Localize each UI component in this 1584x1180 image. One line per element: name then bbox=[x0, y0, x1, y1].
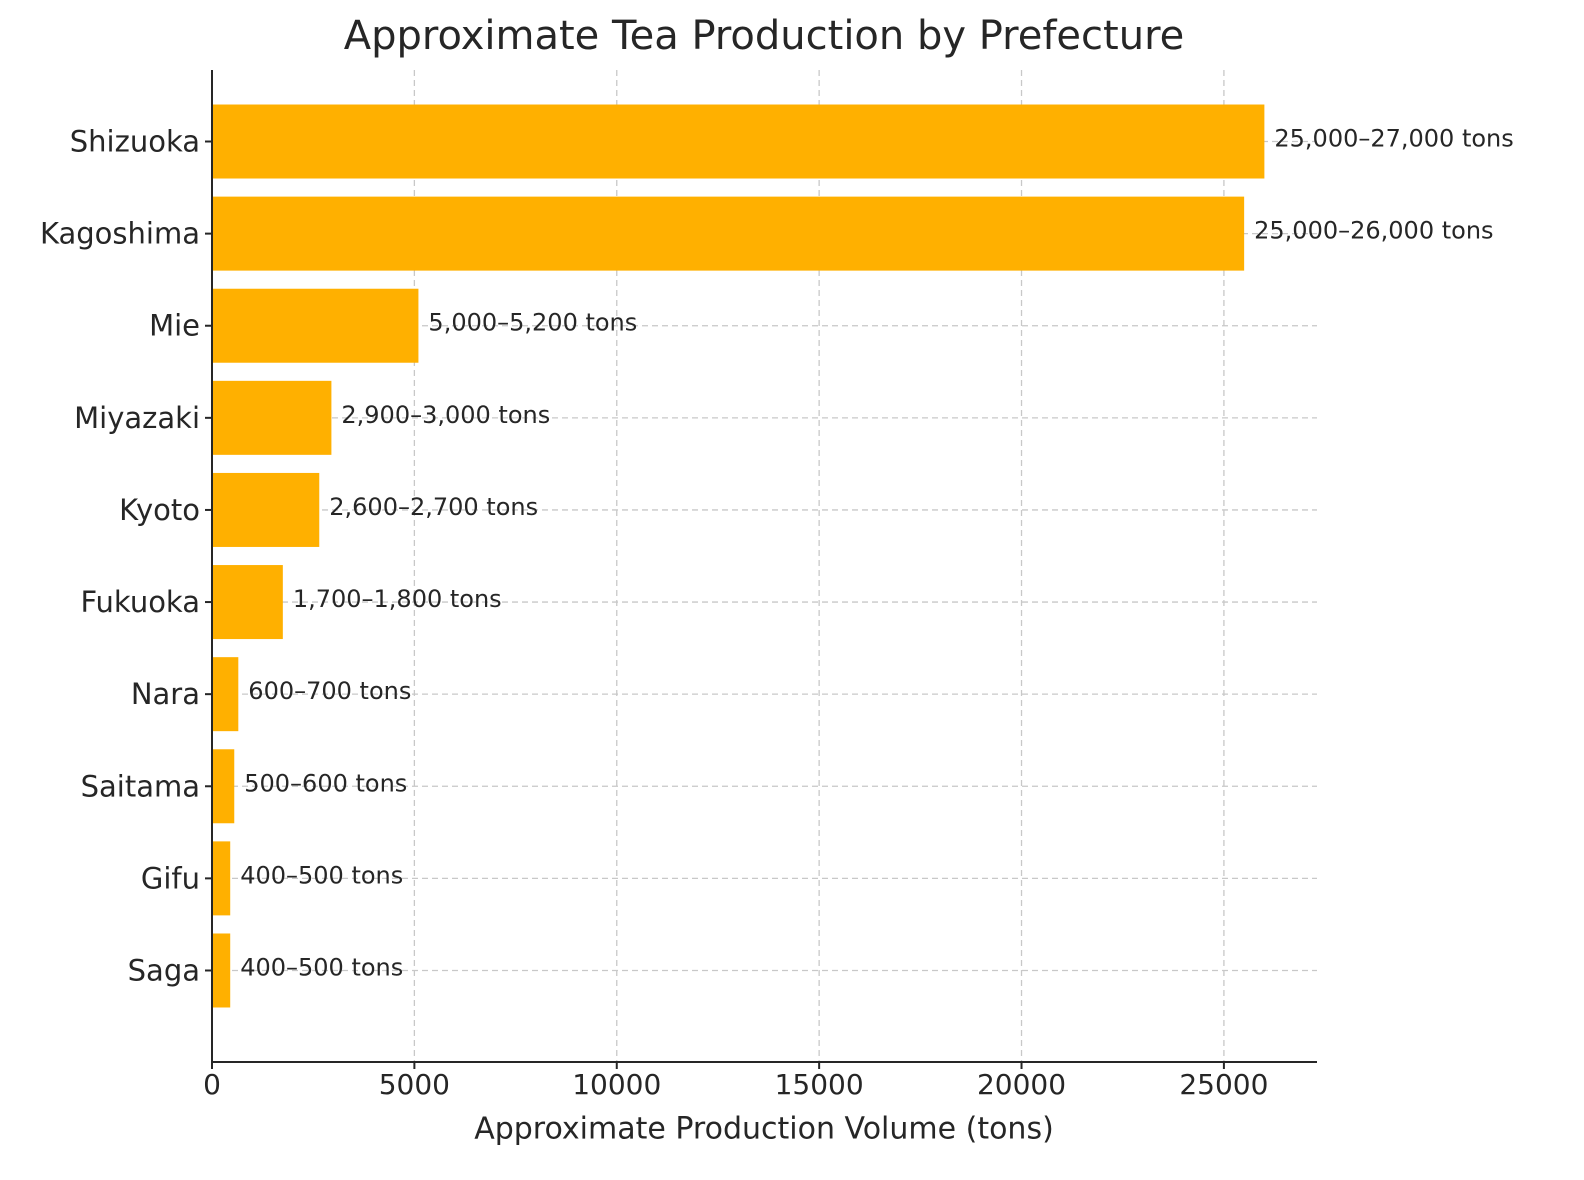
y-tick-label: Mie bbox=[149, 309, 200, 343]
x-axis-label: Approximate Production Volume (tons) bbox=[474, 1112, 1054, 1147]
value-label: 1,700–1,800 tons bbox=[293, 585, 502, 613]
y-tick-label: Fukuoka bbox=[80, 585, 200, 619]
bar bbox=[212, 749, 235, 824]
value-label: 2,600–2,700 tons bbox=[329, 493, 538, 521]
value-label: 500–600 tons bbox=[244, 769, 407, 797]
bar bbox=[212, 380, 332, 455]
y-tick-label: Gifu bbox=[141, 861, 200, 895]
x-tick-label: 5000 bbox=[379, 1068, 450, 1101]
bar bbox=[212, 104, 1265, 179]
value-label: 400–500 tons bbox=[240, 953, 403, 981]
x-tick-label: 10000 bbox=[572, 1068, 661, 1101]
x-tick-label: 0 bbox=[203, 1068, 221, 1101]
y-tick-label: Nara bbox=[131, 677, 200, 711]
y-tick-label: Kagoshima bbox=[40, 217, 200, 251]
y-tick-label: Saitama bbox=[81, 769, 200, 803]
y-tick-label: Saga bbox=[128, 953, 200, 987]
value-label: 25,000–27,000 tons bbox=[1274, 125, 1513, 153]
value-label: 25,000–26,000 tons bbox=[1254, 217, 1493, 245]
bar bbox=[212, 657, 239, 732]
value-label: 5,000–5,200 tons bbox=[428, 309, 637, 337]
bar bbox=[212, 196, 1245, 271]
y-tick-label: Kyoto bbox=[119, 493, 200, 527]
y-tick-label: Shizuoka bbox=[70, 125, 200, 159]
y-tick-label: Miyazaki bbox=[74, 401, 200, 435]
bar bbox=[212, 933, 231, 1008]
bar bbox=[212, 472, 320, 547]
value-label: 2,900–3,000 tons bbox=[341, 401, 550, 429]
value-label: 600–700 tons bbox=[248, 677, 411, 705]
chart-title: Approximate Tea Production by Prefecture bbox=[344, 13, 1185, 59]
value-label: 400–500 tons bbox=[240, 861, 403, 889]
bar bbox=[212, 565, 283, 640]
x-tick-label: 15000 bbox=[775, 1068, 864, 1101]
bar bbox=[212, 288, 419, 363]
x-tick-label: 25000 bbox=[1179, 1068, 1268, 1101]
x-tick-label: 20000 bbox=[977, 1068, 1066, 1101]
bar bbox=[212, 841, 231, 916]
